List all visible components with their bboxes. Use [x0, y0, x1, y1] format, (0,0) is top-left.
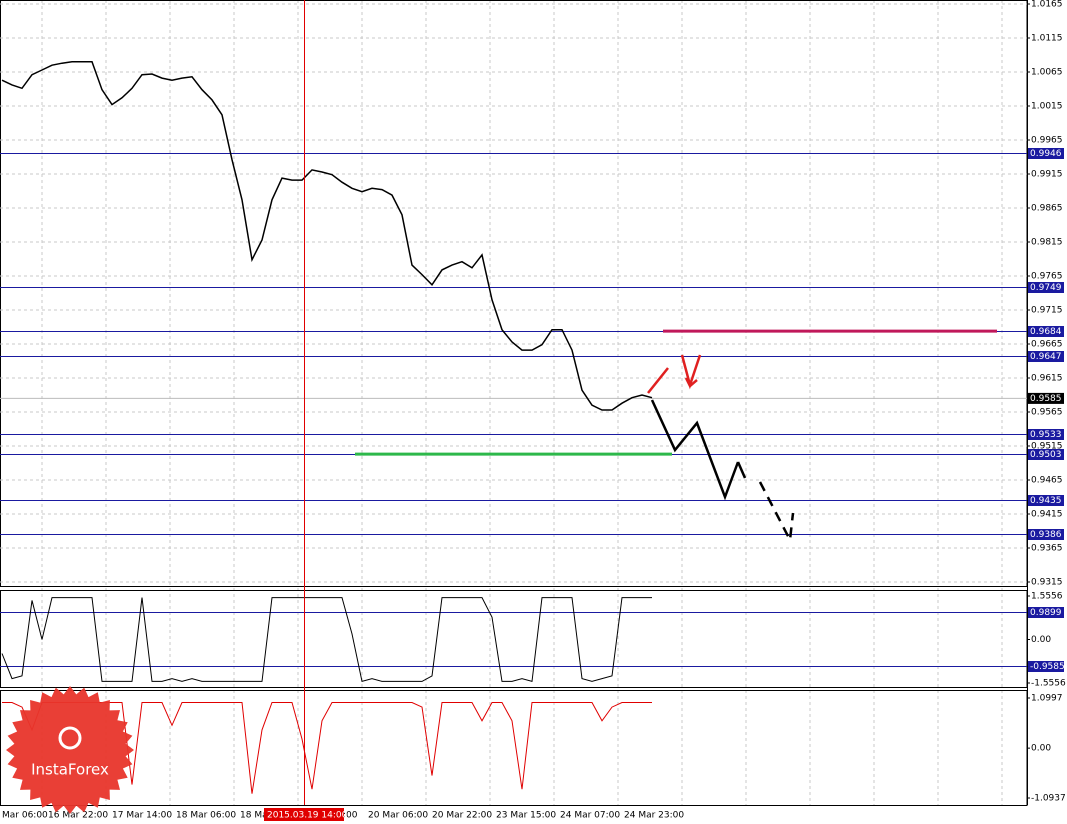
last-price-label: 0.9585	[1030, 394, 1062, 404]
logo-badge	[6, 686, 134, 814]
x-tick-label: 20 Mar 06:00	[368, 811, 428, 821]
level-label: 0.9435	[1030, 496, 1062, 506]
level-box	[1028, 326, 1064, 337]
x-tick-label: 24 Mar 23:00	[624, 811, 684, 821]
y-tick-label: 0.9815	[1031, 238, 1063, 248]
y-tick-label: 1.0015	[1031, 102, 1063, 112]
level-box	[1028, 607, 1064, 618]
level-box	[1028, 351, 1064, 362]
logo-text: InstaForex	[31, 761, 109, 779]
y-tick-label: 1.5556	[1031, 592, 1063, 602]
y-tick-label: 0.9415	[1031, 510, 1063, 520]
y-tick-label: 0.00	[1031, 744, 1051, 754]
y-tick-label: 0.9665	[1031, 340, 1063, 350]
forecast-arrow	[647, 367, 669, 394]
level-box	[1028, 529, 1064, 540]
x-tick-label: 24 Mar 07:00	[560, 811, 620, 821]
level-label: 0.9647	[1030, 352, 1062, 362]
x-tick-label: 17 Mar 14:00	[112, 811, 172, 821]
x-tick-label: 20 Mar 22:00	[432, 811, 492, 821]
y-tick-label: 0.9465	[1031, 476, 1063, 486]
y-tick-label: 0.9765	[1031, 272, 1063, 282]
marker-box	[264, 808, 344, 821]
level-box	[1028, 449, 1064, 460]
y-tick-label: 1.0165	[1031, 0, 1063, 10]
y-tick-label: 1.0115	[1031, 34, 1063, 44]
x-tick-label: 18 Ma	[240, 811, 268, 821]
y-tick-label: 1.0065	[1031, 68, 1063, 78]
forecast-arrow	[650, 399, 740, 501]
x-tick-label: 16 Mar 22:00	[48, 811, 108, 821]
y-tick-label: -1.0937	[1031, 794, 1066, 804]
y-tick-label: 0.9865	[1031, 204, 1063, 214]
level-label: 0.9684	[1030, 327, 1062, 337]
level-label: 0.9899	[1030, 608, 1062, 618]
last-price-box	[1028, 392, 1064, 404]
logo-icon	[58, 726, 82, 750]
x-tick-label: 23 Mar 15:00	[496, 811, 556, 821]
y-tick-label: 0.9915	[1031, 170, 1063, 180]
y-tick-label: 0.9365	[1031, 544, 1063, 554]
level-box	[1028, 282, 1064, 293]
y-tick-label: 0.9965	[1031, 136, 1063, 146]
forecast-arrow	[684, 377, 698, 388]
price-line	[2, 702, 652, 794]
y-tick-label: 0.9515	[1031, 442, 1063, 452]
level-label: 0.9503	[1030, 450, 1062, 460]
y-tick-label: 0.9565	[1031, 408, 1063, 418]
forecast-arrow	[758, 481, 795, 545]
level-label: 0.9749	[1030, 283, 1062, 293]
level-label: 0.9386	[1030, 530, 1062, 540]
y-tick-label: 0.9715	[1031, 306, 1063, 316]
price-line	[1, 597, 652, 683]
level-box	[1028, 495, 1064, 506]
x-tick-label: :00	[343, 811, 358, 821]
level-box	[1028, 661, 1064, 672]
x-tick-label: Mar 06:00	[2, 811, 48, 821]
marker-label: 2015.03.19 14:00	[267, 811, 348, 821]
y-tick-label: 0.00	[1031, 635, 1051, 645]
level-box	[1028, 429, 1064, 440]
y-tick-label: 1.0997	[1031, 694, 1063, 704]
level-label: -0.9585	[1030, 662, 1065, 672]
y-tick-label: 0.9615	[1031, 374, 1063, 384]
level-label: 0.9946	[1030, 149, 1062, 159]
y-tick-label: -1.5556	[1031, 679, 1066, 689]
x-tick-label: 18 Mar 06:00	[176, 811, 236, 821]
level-box	[1028, 148, 1064, 159]
level-label: 0.9533	[1030, 430, 1062, 440]
price-line	[1, 61, 653, 411]
forecast-arrow	[736, 461, 747, 479]
y-tick-label: 0.9315	[1031, 578, 1063, 588]
